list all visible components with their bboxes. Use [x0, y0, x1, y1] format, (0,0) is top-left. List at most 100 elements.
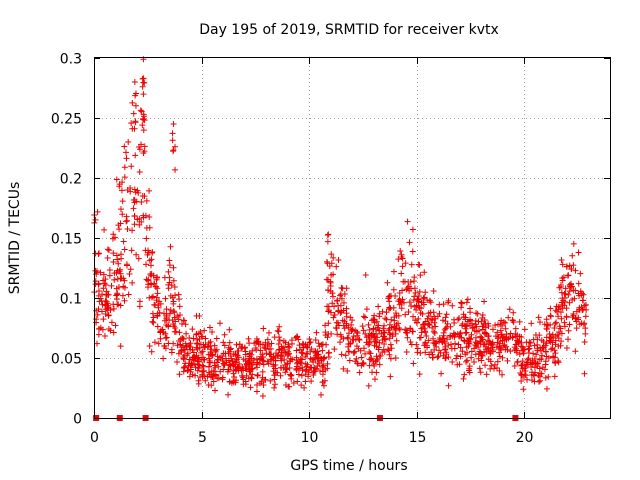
data-point — [487, 350, 494, 357]
data-point — [319, 371, 326, 378]
data-point — [104, 307, 111, 314]
data-point — [297, 355, 304, 362]
data-point — [151, 301, 158, 308]
data-point — [184, 367, 191, 374]
data-point — [476, 365, 483, 372]
data-point — [276, 334, 283, 341]
data-point — [411, 293, 418, 300]
data-point — [371, 376, 378, 383]
data-point — [230, 379, 237, 386]
data-point — [376, 327, 383, 334]
data-point — [161, 343, 168, 350]
data-point — [182, 360, 189, 367]
x-tick-label: 0 — [90, 430, 99, 446]
data-point — [194, 367, 201, 374]
data-point — [441, 340, 448, 347]
data-point — [102, 276, 109, 283]
data-point — [366, 362, 373, 369]
data-point — [335, 308, 342, 315]
data-point — [206, 324, 213, 331]
data-point — [99, 291, 106, 298]
data-point — [175, 350, 182, 357]
data-point — [457, 329, 464, 336]
data-point — [259, 368, 266, 375]
data-point — [275, 340, 282, 347]
data-point — [478, 318, 485, 325]
data-point — [233, 366, 240, 373]
data-point — [249, 347, 256, 354]
data-point — [360, 361, 367, 368]
data-point — [458, 299, 465, 306]
data-point — [572, 267, 579, 274]
data-point — [406, 299, 413, 306]
data-point — [485, 345, 492, 352]
data-point — [362, 330, 369, 337]
data-point — [547, 312, 554, 319]
data-point — [455, 341, 462, 348]
data-point — [470, 324, 477, 331]
data-point — [367, 350, 374, 357]
data-point — [117, 220, 124, 227]
data-point — [528, 377, 535, 384]
data-point — [171, 309, 178, 316]
data-point — [177, 311, 184, 318]
data-point — [174, 358, 181, 365]
data-point — [260, 325, 267, 332]
data-point — [132, 119, 139, 126]
data-point — [405, 308, 412, 315]
data-point — [328, 251, 335, 258]
data-point — [409, 248, 416, 255]
data-point — [537, 377, 544, 384]
data-point — [205, 351, 212, 358]
data-point — [243, 362, 250, 369]
data-point — [528, 372, 535, 379]
data-point — [499, 354, 506, 361]
data-point — [346, 357, 353, 364]
data-point — [399, 263, 406, 270]
data-point — [114, 291, 121, 298]
data-point — [398, 270, 405, 277]
data-point — [386, 321, 393, 328]
data-point — [245, 335, 252, 342]
data-point — [144, 251, 151, 258]
data-point — [395, 256, 402, 263]
data-point — [188, 366, 195, 373]
data-point — [192, 372, 199, 379]
data-point — [376, 353, 383, 360]
data-point — [566, 288, 573, 295]
data-point — [365, 382, 372, 389]
data-point — [176, 371, 183, 378]
data-point — [463, 358, 470, 365]
data-point — [195, 377, 202, 384]
data-point — [382, 336, 389, 343]
data-point — [337, 292, 344, 299]
data-point — [197, 374, 204, 381]
data-point — [162, 295, 169, 302]
data-point — [558, 289, 565, 296]
data-point — [127, 266, 134, 273]
data-point — [531, 342, 538, 349]
data-point — [386, 330, 393, 337]
data-point — [419, 324, 426, 331]
data-point — [132, 152, 139, 159]
data-point — [323, 276, 330, 283]
data-point — [274, 327, 281, 334]
data-point — [150, 314, 157, 321]
data-point — [400, 278, 407, 285]
data-point — [503, 331, 510, 338]
x-tick-label: 5 — [198, 430, 207, 446]
data-point — [570, 312, 577, 319]
data-point — [180, 354, 187, 361]
data-point — [299, 350, 306, 357]
data-point — [128, 247, 135, 254]
data-point — [182, 346, 189, 353]
data-point — [260, 381, 267, 388]
data-point — [349, 326, 356, 333]
data-point — [316, 343, 323, 350]
data-point — [432, 323, 439, 330]
data-point — [272, 361, 279, 368]
data-point — [140, 127, 147, 134]
data-point — [136, 146, 143, 153]
data-point — [195, 361, 202, 368]
data-point — [100, 285, 107, 292]
